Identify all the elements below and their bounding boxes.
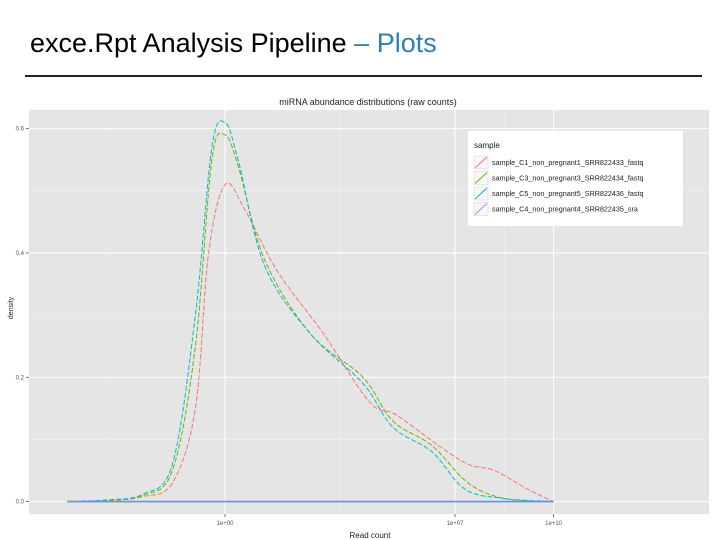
y-tick-label: 0.0 bbox=[16, 500, 25, 506]
slide-title-accent: Plots bbox=[369, 28, 437, 58]
y-tick-label: 0.2 bbox=[16, 375, 25, 381]
legend-title: sample bbox=[474, 141, 500, 150]
legend: sample sample_C1_non_pregnant1_SRR822433… bbox=[468, 131, 683, 226]
slide-title-dash: – bbox=[354, 28, 370, 58]
chart-title: miRNA abundance distributions (raw count… bbox=[279, 97, 457, 107]
title-rule bbox=[25, 75, 702, 77]
series-lines bbox=[67, 120, 554, 503]
x-tick-label: 1e+00 bbox=[217, 521, 235, 527]
y-tick-label: 0.4 bbox=[16, 251, 25, 257]
legend-swatch bbox=[474, 187, 488, 200]
slide-title: exce.Rpt Analysis Pipeline – Plots bbox=[30, 28, 437, 59]
series-line-3 bbox=[67, 120, 554, 503]
y-tick-label: 0.6 bbox=[16, 127, 25, 133]
x-axis-label: Read count bbox=[350, 531, 392, 540]
legend-label: sample_C4_non_pregnant4_SRR822435_sra bbox=[492, 205, 638, 214]
x-tick-label: 1e+10 bbox=[545, 521, 563, 527]
y-axis-label: density bbox=[8, 296, 15, 319]
legend-label: sample_C1_non_pregnant1_SRR822433_fastq bbox=[492, 158, 643, 167]
density-chart: miRNA abundance distributions (raw count… bbox=[0, 88, 720, 540]
grid-lines bbox=[29, 110, 709, 514]
legend-label: sample_C3_non_pregnant3_SRR822434_fastq bbox=[492, 174, 643, 183]
slide-title-main: exce.Rpt Analysis Pipeline bbox=[30, 28, 355, 58]
series-line-1 bbox=[67, 182, 554, 503]
x-tick-label: 1e+07 bbox=[447, 521, 465, 527]
legend-swatch bbox=[474, 172, 488, 184]
legend-swatch bbox=[474, 156, 488, 169]
legend-box bbox=[468, 131, 683, 226]
series-line-2 bbox=[67, 132, 554, 503]
legend-label: sample_C5_non_pregnant5_SRR822436_fastq bbox=[492, 189, 643, 198]
legend-swatch bbox=[474, 203, 488, 215]
axis-ticks: 1e+00 1e+07 1e+10 0.0 0.2 0.4 0.6 bbox=[16, 127, 563, 527]
